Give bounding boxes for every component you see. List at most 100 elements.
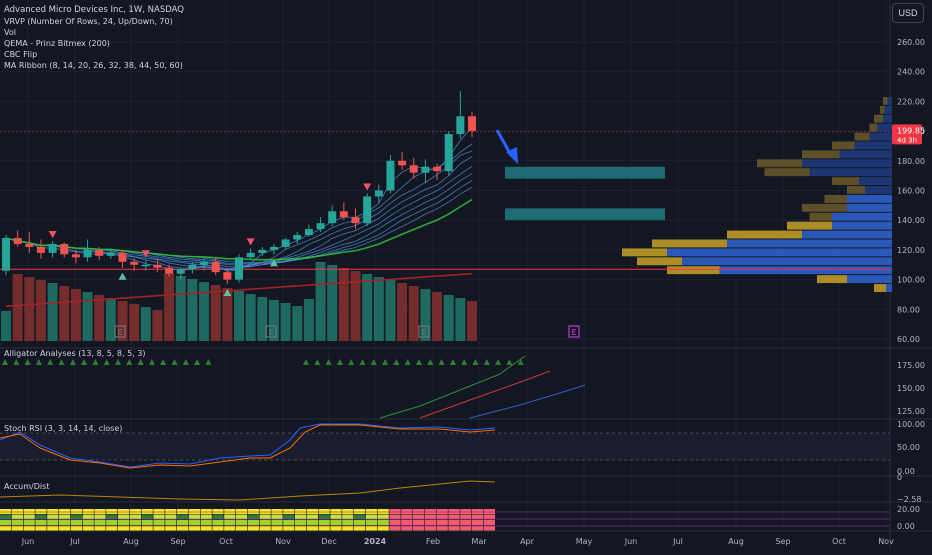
earnings-marker[interactable] (568, 325, 580, 338)
candle[interactable] (304, 229, 313, 236)
alligator-signal (506, 359, 513, 365)
candle[interactable] (328, 211, 337, 224)
earnings-marker[interactable] (265, 325, 277, 338)
candle[interactable] (293, 235, 302, 240)
heat-cell (59, 514, 71, 520)
time-label: Sep (170, 537, 185, 546)
candle[interactable] (258, 249, 267, 253)
heat-cell (389, 520, 401, 525)
target-zone[interactable] (505, 166, 665, 179)
candle[interactable] (200, 261, 209, 265)
heat-cell (306, 514, 318, 520)
candle[interactable] (235, 257, 243, 280)
time-label: Feb (426, 537, 440, 546)
candle[interactable] (13, 238, 22, 244)
volume-profile-down (622, 248, 667, 257)
price-tick: 60.00 (897, 335, 920, 344)
candle[interactable] (176, 269, 185, 274)
candle[interactable] (468, 116, 476, 132)
heat-cell (200, 514, 212, 520)
candle[interactable] (95, 249, 104, 256)
candle[interactable] (421, 166, 430, 173)
time-axis[interactable]: Jun Jul Aug Sep Oct Nov Dec 2024 Feb Mar Apr May Jun… (21, 537, 894, 546)
alligator-signal (126, 359, 133, 365)
heat-cell (153, 514, 165, 520)
heat-cell (0, 509, 12, 514)
heat-cell (259, 520, 271, 525)
candle[interactable] (339, 211, 348, 218)
candle[interactable] (2, 238, 10, 271)
heat-cell (365, 509, 377, 514)
candle[interactable] (398, 160, 407, 166)
volume-bar (257, 297, 268, 341)
candle[interactable] (456, 116, 465, 135)
signal-arrow-down (48, 230, 57, 238)
currency-button[interactable]: USD (892, 3, 924, 23)
earnings-marker-label: E (117, 328, 122, 337)
candle[interactable] (130, 261, 139, 265)
heat-cell (318, 520, 330, 525)
candle[interactable] (433, 166, 442, 172)
heat-cell (47, 514, 59, 520)
alligator-signal (148, 359, 155, 365)
candle[interactable] (281, 239, 290, 247)
candle[interactable] (48, 243, 57, 253)
volume-bar (303, 299, 314, 341)
candle[interactable] (223, 272, 232, 280)
price-axis[interactable]: 260.00240.00220.00200.00180.00160.00140.… (892, 38, 925, 344)
heat-cell (389, 509, 401, 514)
candle[interactable] (36, 246, 45, 253)
time-label: Oct (832, 537, 846, 546)
candle[interactable] (153, 264, 162, 268)
candle[interactable] (83, 249, 92, 258)
target-zone[interactable] (505, 208, 665, 221)
candle[interactable] (25, 243, 34, 247)
signal-arrow-up (223, 289, 232, 297)
candle[interactable] (351, 217, 360, 224)
heat-cell (472, 525, 484, 531)
candle[interactable] (374, 190, 383, 197)
heat-cell (0, 525, 12, 531)
heat-cell (283, 509, 295, 514)
heat-cell (224, 520, 236, 525)
earnings-marker[interactable] (114, 325, 126, 338)
alligator-signal (303, 359, 309, 365)
candle[interactable] (165, 267, 174, 274)
candle[interactable] (71, 254, 80, 258)
time-label: Aug (728, 537, 744, 546)
candle[interactable] (60, 243, 69, 255)
candle[interactable] (188, 264, 197, 270)
indicator-panes: Alligator Analyses (13, 8, 5, 8, 5, 3) 17… (0, 349, 925, 531)
heat-cell (82, 520, 94, 525)
time-label: Dec (321, 537, 336, 546)
volume-profile-up (802, 230, 892, 239)
candle[interactable] (141, 264, 150, 267)
candle[interactable] (246, 252, 255, 258)
heat-cell (448, 514, 460, 520)
heat-cell (0, 514, 12, 520)
heat-cell (106, 509, 118, 514)
volume-profile-down (757, 159, 802, 168)
alligator-signal (393, 359, 400, 365)
volume-profile-up (847, 275, 892, 284)
candle[interactable] (409, 165, 418, 173)
candle[interactable] (118, 252, 127, 262)
heat-cell (236, 514, 248, 520)
alligator-signal (115, 359, 121, 365)
candle[interactable] (363, 196, 372, 224)
alligator-signal (370, 359, 377, 365)
candle[interactable] (316, 223, 325, 230)
volume-profile-up (886, 284, 892, 292)
candle[interactable] (269, 246, 278, 250)
heat-cell (35, 525, 47, 531)
heat-cell (483, 525, 495, 531)
symbol-title: Advanced Micro Devices Inc, 1W, NASDAQ (4, 5, 184, 15)
earnings-marker[interactable] (418, 325, 430, 338)
candle[interactable] (106, 252, 115, 256)
heat-cell (259, 525, 271, 531)
candle[interactable] (444, 134, 453, 172)
candle[interactable] (211, 261, 220, 273)
candle[interactable] (386, 160, 395, 191)
